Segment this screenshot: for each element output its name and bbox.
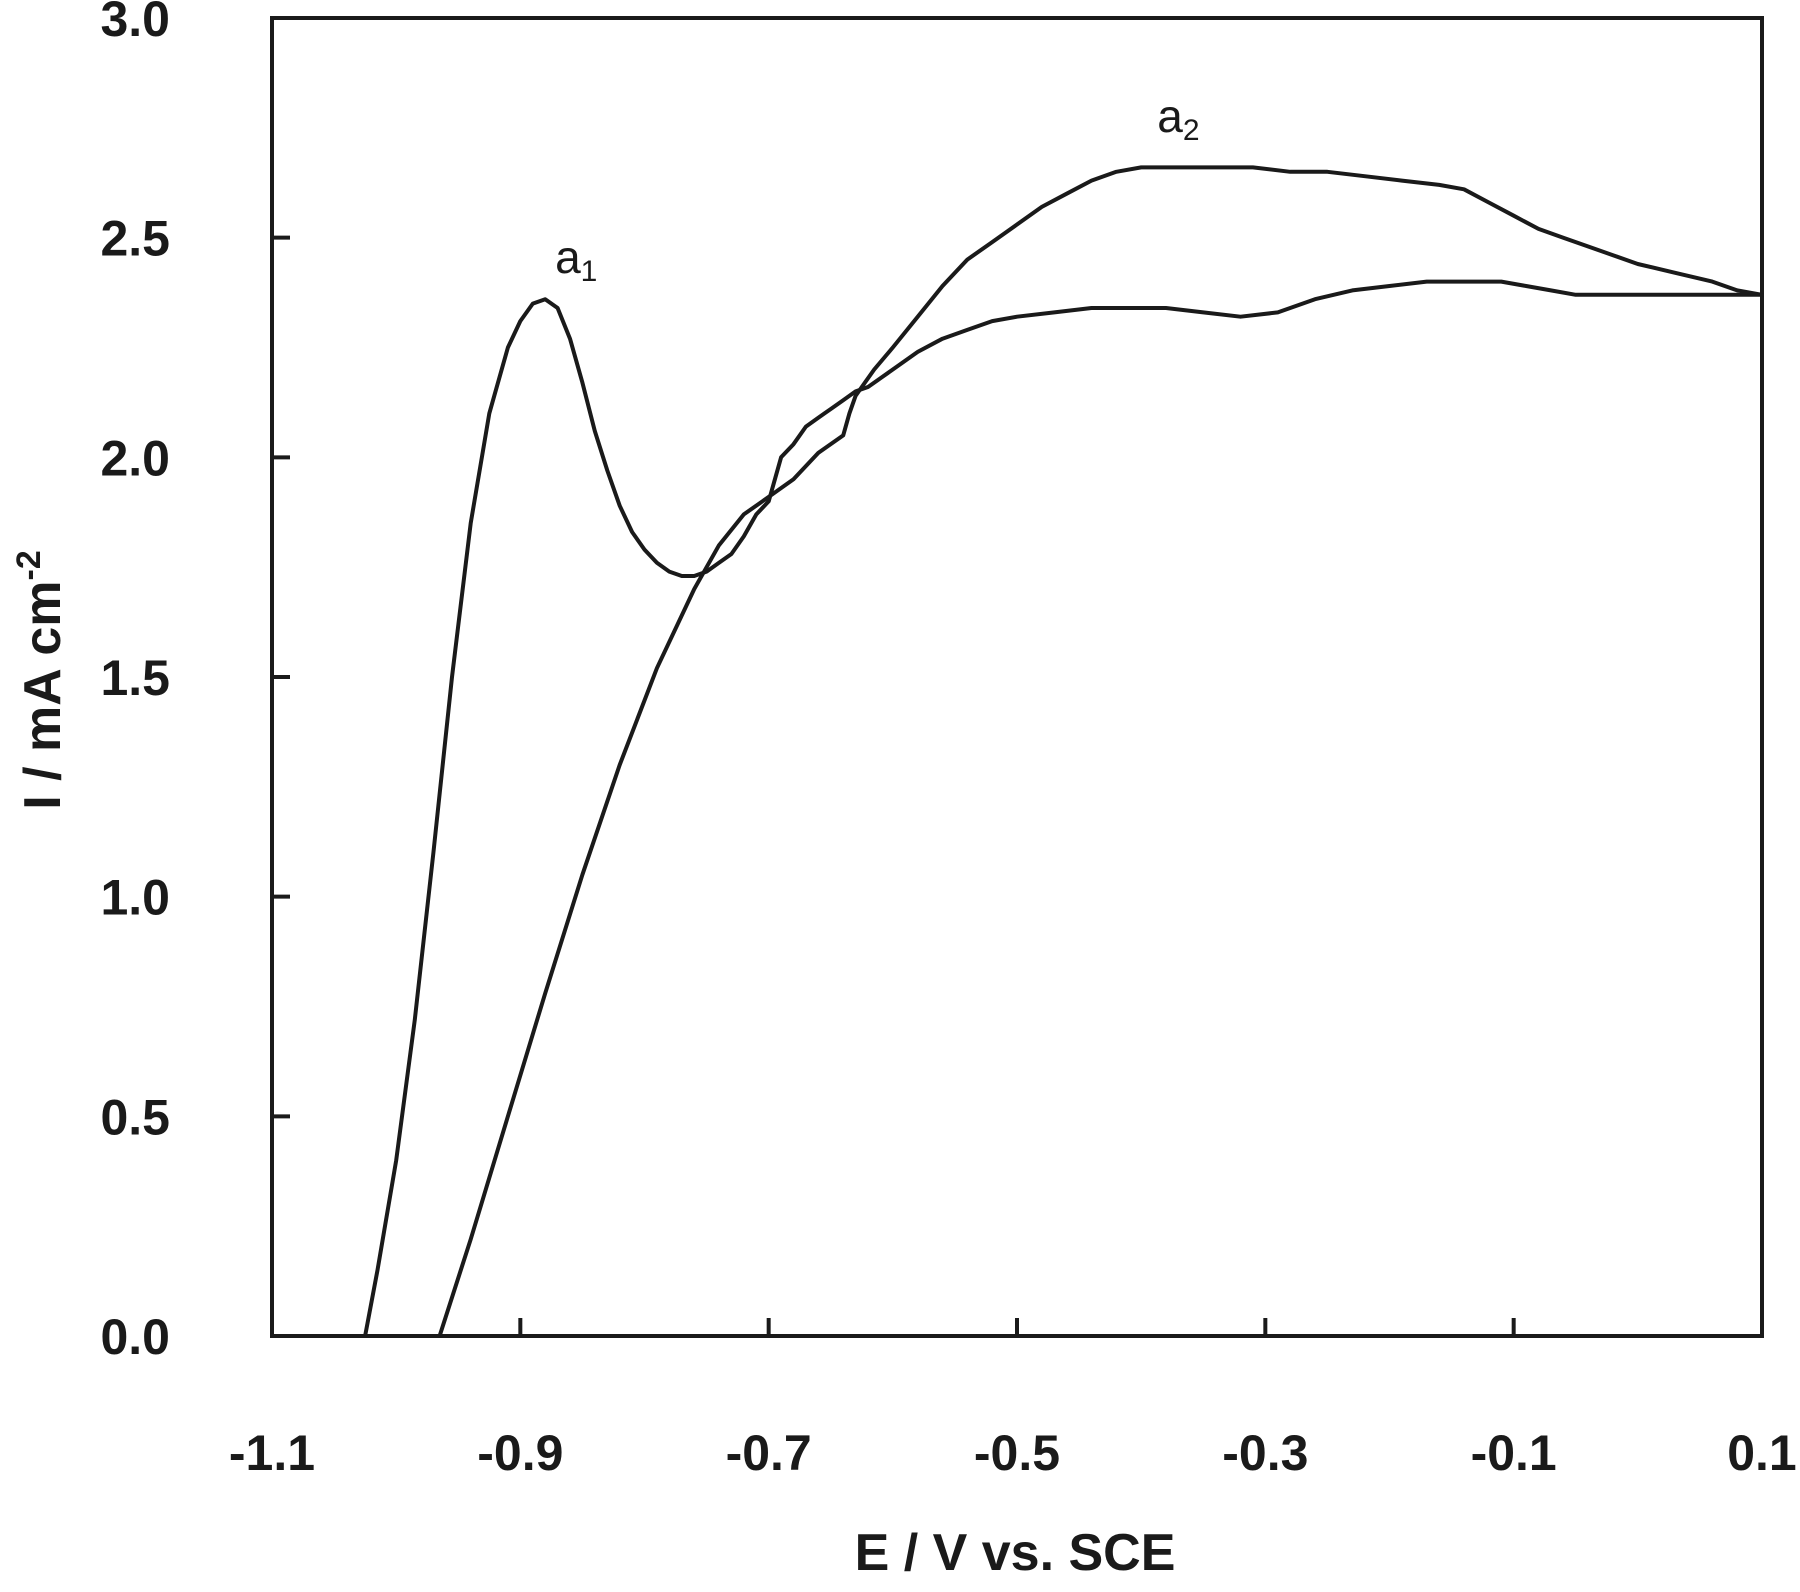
peak-label-1: a1: [555, 231, 597, 288]
x-tick-label: -1.1: [229, 1425, 315, 1481]
y-axis-label-superscript: -2: [10, 550, 48, 580]
x-tick-label: 0.1: [1727, 1425, 1797, 1481]
y-tick-label: 2.0: [100, 430, 170, 486]
y-axis-tick-labels: 0.0 0.5 1.0 1.5 2.0 2.5 3.0: [100, 0, 170, 1365]
x-tick-label: -0.3: [1222, 1425, 1308, 1481]
y-tick-label: 2.5: [100, 211, 170, 267]
series-line-1: [363, 279, 1764, 1338]
x-axis-tick-labels: -1.1 -0.9 -0.7 -0.5 -0.3 -0.1 0.1: [229, 1425, 1797, 1481]
peak-label-2: a2: [1157, 90, 1199, 147]
y-axis-ticks: [272, 16, 290, 1338]
series-line-2: [437, 165, 1764, 1338]
y-axis-label: I / mA cm-2: [10, 550, 72, 810]
plot-frame: [270, 16, 1764, 1338]
y-tick-label: 0.0: [100, 1309, 170, 1365]
data-series: [363, 165, 1764, 1338]
x-axis-ticks: [270, 1318, 1764, 1336]
y-tick-label: 3.0: [100, 0, 170, 47]
x-axis-label: E / V vs. SCE: [855, 1524, 1176, 1582]
y-tick-label: 1.0: [100, 870, 170, 926]
x-tick-label: -0.1: [1471, 1425, 1557, 1481]
y-tick-label: 1.5: [100, 650, 170, 706]
y-axis-label-main: I / mA cm: [14, 580, 72, 809]
x-tick-label: -0.5: [974, 1425, 1060, 1481]
y-tick-label: 0.5: [100, 1089, 170, 1145]
x-tick-label: -0.9: [477, 1425, 563, 1481]
peak-annotations: a1 a2: [555, 90, 1199, 288]
x-tick-label: -0.7: [726, 1425, 812, 1481]
